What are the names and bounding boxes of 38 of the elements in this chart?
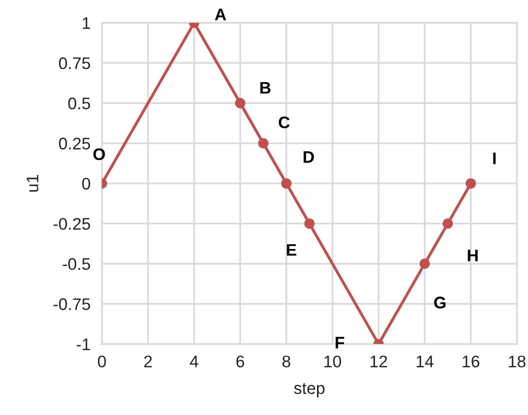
annotation: F <box>336 336 344 348</box>
x-tick-label: 8 <box>282 356 290 368</box>
x-tick-label: 6 <box>236 356 244 368</box>
point <box>235 98 246 108</box>
y-tick-label: 1 <box>82 17 90 29</box>
annotation: C <box>278 116 290 128</box>
y-tick-label: -0.5 <box>62 258 90 270</box>
x-tick-label: 14 <box>416 356 434 368</box>
x-tick-label: 10 <box>324 356 342 368</box>
y-axis-title: u1 <box>26 174 38 192</box>
point <box>419 258 430 269</box>
y-tick-label: 0.5 <box>68 98 90 110</box>
point <box>466 178 476 189</box>
x-axis-title: step <box>294 383 324 398</box>
annotation: H <box>468 250 478 262</box>
point <box>304 218 315 229</box>
x-tick-label: 0 <box>98 356 106 368</box>
point <box>258 138 269 148</box>
y-tick-label: 0 <box>82 178 90 190</box>
x-tick-label: 18 <box>508 356 526 368</box>
y-tick-label: -0.75 <box>54 298 90 310</box>
x-tick-label: 12 <box>370 356 388 368</box>
y-tick-label: -1 <box>76 338 90 350</box>
x-tick-label: 4 <box>190 356 198 368</box>
annotation: G <box>434 296 446 308</box>
annotation: E <box>286 244 296 256</box>
x-tick-label: 2 <box>144 356 152 368</box>
annotation: I <box>493 152 496 164</box>
point <box>281 178 292 189</box>
annotation: B <box>260 82 270 94</box>
annotation: D <box>304 151 314 163</box>
y-tick-label: -0.25 <box>54 218 90 230</box>
annotation: A <box>214 8 226 20</box>
point <box>442 218 453 229</box>
y-tick-label: 0.25 <box>59 138 90 150</box>
x-tick-label: 16 <box>462 356 480 368</box>
annotation: O <box>93 148 105 160</box>
y-tick-label: 0.75 <box>59 57 90 70</box>
